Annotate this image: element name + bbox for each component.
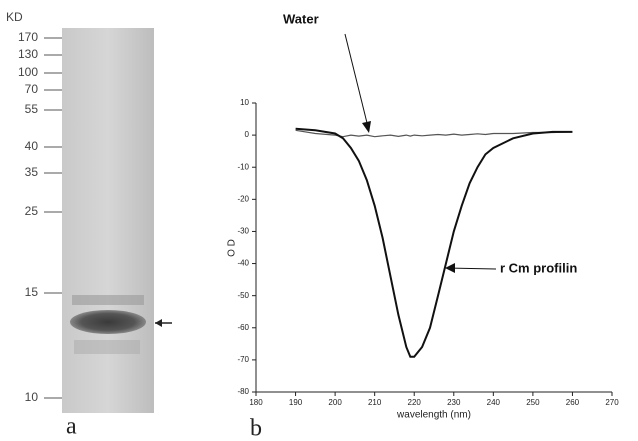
gel-marker-label: 40 <box>25 139 39 153</box>
y-axis-label: O D <box>227 239 238 257</box>
x-tick-label: 230 <box>447 398 461 407</box>
gel-band <box>70 310 146 334</box>
gel-markers: 170 130 100 70 55 40 35 25 15 10 <box>18 30 62 404</box>
annotation-arrow-head <box>362 121 371 133</box>
x-tick-label: 260 <box>566 398 580 407</box>
x-tick-label: 190 <box>289 398 303 407</box>
x-tick-label: 240 <box>487 398 501 407</box>
y-tick-label: -50 <box>237 291 249 300</box>
x-tick-label: 210 <box>368 398 382 407</box>
y-tick-label: 0 <box>245 130 250 139</box>
x-axis-label: wavelength (nm) <box>396 410 471 421</box>
y-tick-label: -40 <box>237 259 249 268</box>
x-tick-label: 270 <box>605 398 619 407</box>
gel-marker-label: 100 <box>18 65 38 79</box>
gel-unit: KD <box>6 10 23 24</box>
gel-marker-label: 25 <box>25 204 39 218</box>
annotation: r Cm profilin <box>500 260 577 275</box>
x-tick-label: 200 <box>328 398 342 407</box>
gel-marker-label: 170 <box>18 30 38 44</box>
gel-faint-band <box>72 295 144 305</box>
y-tick-label: -70 <box>237 355 249 364</box>
gel-lane <box>62 28 154 413</box>
gel-marker-label: 35 <box>25 165 39 179</box>
x-tick-label: 250 <box>526 398 540 407</box>
x-tick-label: 180 <box>249 398 263 407</box>
y-tick-label: -60 <box>237 323 249 332</box>
annotation-arrow <box>345 34 369 131</box>
series-line <box>296 129 573 357</box>
y-tick-label: -20 <box>237 194 249 203</box>
gel-marker-label: 130 <box>18 47 38 61</box>
y-tick-label: -30 <box>237 227 249 236</box>
y-tick-label: -10 <box>237 162 249 171</box>
band-arrow-head <box>155 319 162 327</box>
annotation: Water <box>283 11 319 26</box>
panel-label: b <box>250 416 262 441</box>
y-tick-label: -80 <box>237 387 249 396</box>
gel-marker-label: 15 <box>25 285 39 299</box>
gel-smear <box>74 340 140 354</box>
x-tick-label: 220 <box>408 398 422 407</box>
panel-label: a <box>66 414 77 440</box>
y-tick-label: 10 <box>240 98 249 107</box>
figure: KD 17013010070554035251510 a 100-10-20-3… <box>0 0 638 441</box>
gel-marker-label: 70 <box>25 82 39 96</box>
gel-marker-label: 55 <box>25 102 39 116</box>
gel-marker-label: 10 <box>25 390 39 404</box>
